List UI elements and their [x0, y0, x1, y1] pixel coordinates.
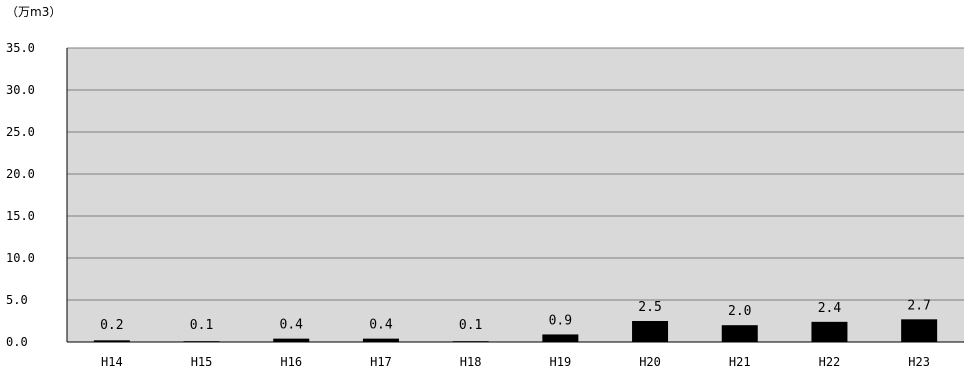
bar [93, 340, 130, 342]
data-label: 0.2 [100, 318, 123, 333]
data-label: 2.0 [728, 304, 751, 319]
bar [721, 325, 758, 342]
bar [273, 338, 310, 342]
data-label: 0.4 [369, 318, 393, 333]
data-label: 2.4 [818, 301, 842, 316]
y-tick-label: 10.0 [6, 251, 35, 265]
y-tick-label: 25.0 [6, 125, 35, 139]
data-label: 2.5 [638, 300, 661, 315]
x-tick-label: H20 [639, 355, 661, 369]
y-unit-label: （万m3） [6, 5, 62, 19]
x-tick-label: H14 [101, 355, 123, 369]
y-tick-label: 5.0 [6, 293, 28, 307]
x-tick-label: H18 [460, 355, 482, 369]
bar [542, 334, 579, 342]
bar [901, 319, 938, 342]
x-tick-label: H21 [729, 355, 751, 369]
data-label: 0.9 [549, 313, 572, 328]
x-tick-label: H17 [370, 355, 392, 369]
x-tick-label: H22 [819, 355, 841, 369]
data-label: 0.1 [459, 318, 482, 333]
x-tick-label: H16 [280, 355, 302, 369]
data-label: 0.4 [280, 318, 304, 333]
data-label: 2.7 [907, 298, 930, 313]
bar [811, 321, 848, 342]
data-label: 0.1 [190, 318, 213, 333]
x-tick-label: H23 [908, 355, 930, 369]
x-tick-label: H19 [550, 355, 572, 369]
y-tick-label: 30.0 [6, 83, 35, 97]
y-tick-label: 0.0 [6, 335, 28, 349]
bar [362, 338, 399, 342]
plot-area [67, 48, 964, 342]
y-tick-label: 35.0 [6, 41, 35, 55]
y-tick-label: 15.0 [6, 209, 35, 223]
bar [632, 321, 669, 342]
x-tick-label: H15 [191, 355, 213, 369]
y-tick-label: 20.0 [6, 167, 35, 181]
